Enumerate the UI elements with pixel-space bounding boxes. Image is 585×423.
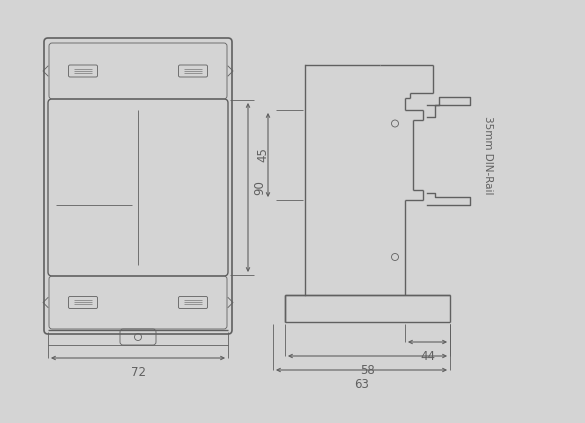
Text: 44: 44 bbox=[420, 350, 435, 363]
Text: 90: 90 bbox=[253, 180, 266, 195]
Text: 35mm DIN-Rail: 35mm DIN-Rail bbox=[483, 116, 493, 194]
Text: 45: 45 bbox=[256, 148, 269, 162]
Text: 63: 63 bbox=[354, 378, 369, 391]
Text: 58: 58 bbox=[360, 364, 375, 377]
Text: 72: 72 bbox=[130, 366, 146, 379]
